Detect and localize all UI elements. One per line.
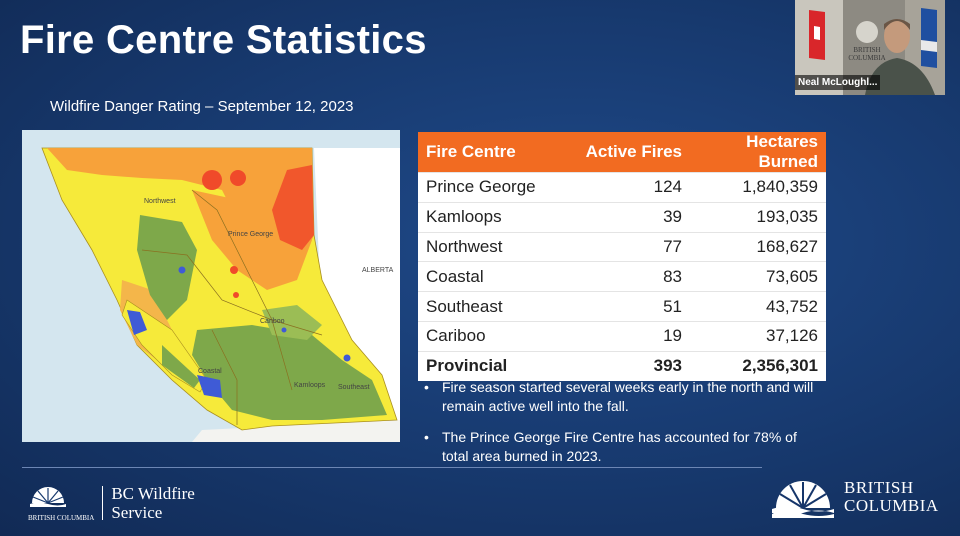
cell-active-fires: 19 — [564, 320, 690, 352]
very-low-zone — [127, 310, 147, 335]
list-item: Fire season started several weeks early … — [420, 378, 820, 416]
bcws-name-line1: BC Wildfire — [111, 484, 195, 503]
sun-icon — [30, 486, 66, 507]
bc-wildfire-service-logo: BRITISH COLUMBIA BC Wildfire Service — [28, 484, 195, 522]
cell-hectares-burned: 37,126 — [690, 320, 826, 352]
map-label-prince-george: Prince George — [228, 231, 274, 238]
table-row: Southeast 51 43,752 — [418, 291, 826, 322]
extreme-spot — [230, 266, 238, 274]
table-header-row: Fire Centre Active Fires Hectares Burned — [418, 132, 826, 173]
low-zone-south — [192, 325, 387, 420]
map-label-southeast: Southeast — [338, 384, 370, 391]
cell-fire-centre: Kamloops — [418, 201, 564, 233]
bcws-name-line2: Service — [111, 503, 163, 522]
bcgov-name: BRITISH COLUMBIA — [844, 479, 939, 515]
bcgov-name-line1: BRITISH — [844, 478, 914, 497]
list-item: The Prince George Fire Centre has accoun… — [420, 428, 820, 466]
extreme-zone-ne — [272, 165, 314, 250]
island-low-zone — [162, 345, 200, 388]
person-head — [884, 19, 910, 53]
cell-hectares-burned: 168,627 — [690, 231, 826, 262]
person-shirt — [865, 58, 935, 95]
high-zone-pg — [192, 190, 312, 290]
participant-video-tile[interactable]: BRITISH COLUMBIA Neal McLoughl... — [795, 0, 945, 95]
bc-flag — [921, 8, 937, 68]
map-label-coastal: Coastal — [198, 368, 222, 375]
cell-total-hectares: 2,356,301 — [690, 350, 826, 381]
table-row: Prince George 124 1,840,359 — [418, 172, 826, 203]
us-land — [192, 420, 400, 442]
cell-active-fires: 51 — [564, 291, 690, 322]
danger-rating-map: Northwest Prince George ALBERTA Cariboo … — [22, 130, 400, 442]
cell-total-fires: 393 — [564, 350, 690, 381]
cell-active-fires: 77 — [564, 231, 690, 262]
header-active-fires: Active Fires — [564, 132, 690, 173]
map-label-alberta: ALBERTA — [362, 267, 394, 274]
footer-divider — [22, 467, 762, 468]
table-row: Kamloops 39 193,035 — [418, 201, 826, 233]
very-low-spot — [178, 266, 186, 274]
cell-hectares-burned: 193,035 — [690, 201, 826, 233]
low-zone-cariboo — [262, 305, 322, 340]
cell-hectares-burned: 43,752 — [690, 291, 826, 322]
table-row: Coastal 83 73,605 — [418, 261, 826, 292]
very-low-zone — [197, 375, 222, 398]
map-label-northwest: Northwest — [144, 198, 176, 205]
low-zone-northwest — [137, 215, 197, 320]
extreme-spot — [202, 170, 222, 190]
key-points-list: Fire season started several weeks early … — [420, 378, 820, 478]
bc-crest-small: BRITISH COLUMBIA — [28, 485, 94, 522]
cell-hectares-burned: 73,605 — [690, 261, 826, 292]
cell-fire-centre: Prince George — [418, 172, 564, 203]
bcgov-name-line2: COLUMBIA — [844, 496, 939, 515]
table-row: Northwest 77 168,627 — [418, 231, 826, 262]
cell-hectares-burned: 1,840,359 — [690, 172, 826, 203]
map-label-cariboo: Cariboo — [260, 318, 285, 325]
fire-centre-boundaries — [141, 189, 323, 425]
extreme-spot — [233, 292, 239, 298]
slide-subtitle: Wildfire Danger Rating – September 12, 2… — [50, 98, 354, 115]
participant-name-tag: Neal McLoughl... — [795, 75, 881, 90]
very-low-spot — [281, 327, 287, 333]
slide-title: Fire Centre Statistics — [20, 18, 427, 62]
map-graphic — [41, 147, 400, 442]
backdrop-text-2: COLUMBIA — [848, 54, 885, 62]
bc-sun-icon — [772, 481, 834, 518]
cell-fire-centre: Coastal — [418, 261, 564, 292]
header-fire-centre: Fire Centre — [418, 132, 564, 173]
logo-divider — [102, 486, 104, 520]
cell-fire-centre: Southeast — [418, 291, 564, 322]
cell-fire-centre: Northwest — [418, 231, 564, 262]
backdrop-text-1: BRITISH — [853, 46, 880, 54]
table-total-row: Provincial 393 2,356,301 — [418, 350, 826, 381]
british-columbia-logo: BRITISH COLUMBIA — [770, 476, 939, 518]
header-hectares-burned: Hectares Burned — [690, 132, 826, 173]
cell-active-fires: 83 — [564, 261, 690, 292]
very-low-spot — [343, 354, 351, 362]
cell-fire-centre: Cariboo — [418, 320, 564, 352]
table-row: Cariboo 19 37,126 — [418, 320, 826, 352]
cell-active-fires: 124 — [564, 172, 690, 203]
map-label-kamloops: Kamloops — [294, 382, 326, 389]
fire-centre-stats-table: Fire Centre Active Fires Hectares Burned… — [418, 132, 826, 381]
cell-active-fires: 39 — [564, 201, 690, 233]
bcws-province-text: BRITISH COLUMBIA — [28, 513, 95, 522]
bcws-name: BC Wildfire Service — [111, 484, 195, 522]
extreme-spot — [230, 170, 246, 186]
cell-total-label: Provincial — [418, 350, 564, 381]
